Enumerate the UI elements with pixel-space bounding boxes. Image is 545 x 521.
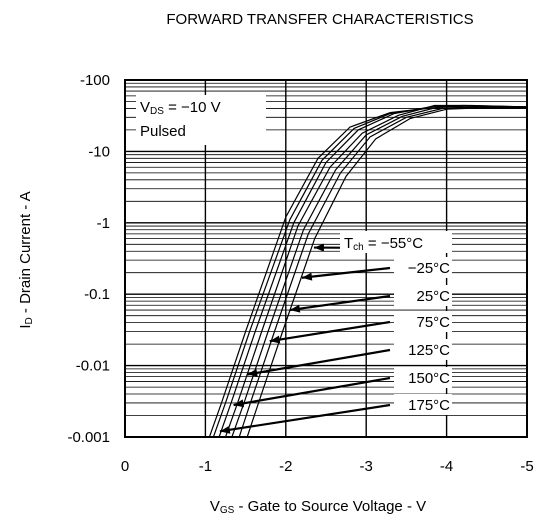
y-tick-label: -100 (80, 72, 110, 89)
x-tick-label: 0 (121, 458, 129, 475)
curves-group (208, 104, 527, 437)
plot-frame (124, 79, 528, 438)
y-tick-label: -0.1 (84, 286, 110, 303)
arrow-line (289, 294, 391, 312)
series-label-box (394, 394, 452, 415)
y-tick-label: -10 (88, 143, 110, 160)
series-label-box (394, 367, 452, 388)
arrow-line (233, 376, 391, 407)
series-label: −25°C (408, 260, 450, 277)
series-line (246, 106, 527, 437)
series-line (212, 106, 527, 437)
series-label-box (394, 339, 452, 360)
arrow-line (219, 403, 391, 433)
series-label: 75°C (416, 314, 450, 331)
series-label-box (394, 311, 452, 332)
series-label-box (394, 285, 452, 306)
x-tick-label: -2 (279, 458, 292, 475)
series-label-box (394, 257, 452, 278)
series-legend-box (340, 231, 452, 253)
arrow-line (269, 320, 391, 343)
arrow-line (247, 348, 391, 376)
arrow-head (289, 304, 301, 313)
series-label: 25°C (416, 288, 450, 305)
arrow-head (313, 243, 324, 252)
arrow-head (269, 335, 281, 344)
arrow-head (219, 425, 231, 434)
series-line (224, 104, 527, 437)
series-label: 175°C (408, 397, 450, 414)
x-tick-label: -3 (360, 458, 373, 475)
arrow-head (247, 368, 258, 377)
y-tick-label: -0.001 (67, 429, 110, 446)
series-line (231, 105, 527, 437)
arrows-group (219, 243, 391, 434)
conditions-box (136, 95, 266, 145)
series-label: 150°C (408, 370, 450, 387)
arrow-head (233, 399, 245, 408)
series-label: 125°C (408, 342, 450, 359)
arrow-line (301, 266, 391, 279)
y-axis-label: ID - Drain Current - A (17, 191, 35, 328)
series-labels: Tch = −55°C −25°C 25°C 75°C 125°C 150°C 175°C (340, 231, 452, 415)
x-axis-label: VGS - Gate to Source Voltage - V (210, 498, 426, 516)
x-tick-label: -5 (520, 458, 533, 475)
y-tick-labels: -0.001 -0.01 -0.1 -1 -10 -100 (67, 72, 110, 446)
arrow-head (301, 272, 313, 281)
series-legend-label: Tch = −55°C (344, 235, 423, 253)
x-tick-labels: 0 -1 -2 -3 -4 -5 (121, 458, 534, 475)
test-conditions: VDS = −10 V Pulsed (136, 95, 266, 145)
condition-text: VDS = −10 V (140, 99, 221, 117)
series-line (238, 106, 527, 437)
condition-text: Pulsed (140, 123, 186, 140)
y-tick-label: -1 (97, 215, 110, 232)
x-tick-label: -4 (440, 458, 453, 475)
y-tick-label: -0.01 (76, 358, 110, 375)
x-tick-label: -1 (199, 458, 212, 475)
chart-title: FORWARD TRANSFER CHARACTERISTICS (166, 11, 473, 28)
